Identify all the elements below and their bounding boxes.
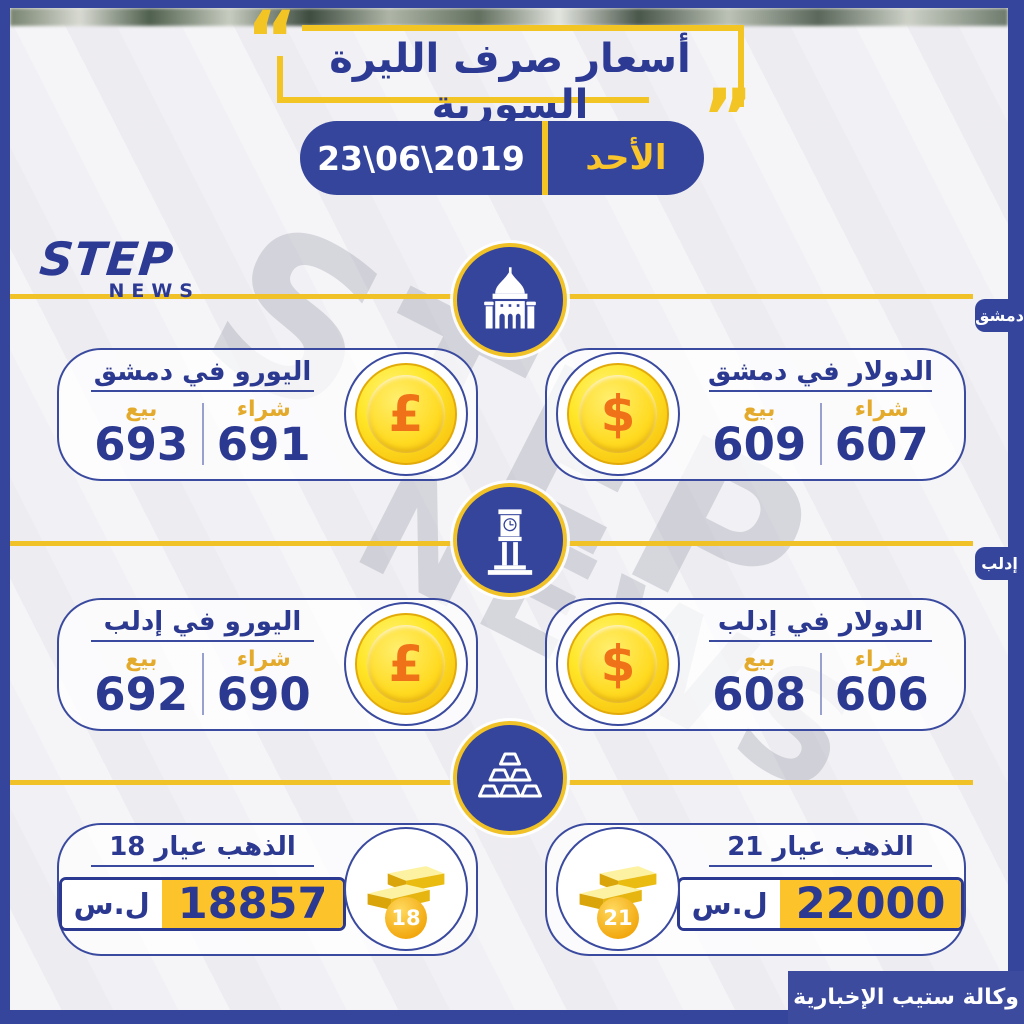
sell-label: بيع — [125, 397, 158, 423]
top-photo-strip — [10, 8, 1008, 26]
dollar-coin-icon: $ — [556, 352, 680, 476]
close-quote-icon: ” — [702, 74, 754, 164]
dollar-idlib-sell-value: 608 — [712, 668, 807, 722]
sell-column: بيع 693 — [81, 395, 202, 473]
currency-unit-label: ل.س — [61, 879, 162, 928]
page-title: أسعار صرف الليرة السورية — [329, 36, 691, 128]
gold-bars-18-icon: 18 — [344, 827, 468, 951]
card-divider — [90, 389, 315, 392]
open-quote-icon: “ — [246, 0, 298, 86]
gold-bars-icon — [453, 721, 567, 835]
column-separator — [819, 402, 822, 465]
buy-label: شراء — [236, 397, 291, 423]
euro-damascus-buy-value: 691 — [216, 418, 311, 472]
buy-label: شراء — [854, 397, 909, 423]
pound-symbol: £ — [388, 385, 424, 443]
dollar-damascus-title: الدولار في دمشق — [708, 357, 933, 387]
gold-21-value-box: ل.س 22000 — [676, 876, 965, 931]
dollar-coin-icon: $ — [556, 602, 680, 726]
column-separator — [819, 652, 822, 715]
clock-tower-icon — [453, 483, 567, 597]
sell-label: بيع — [743, 647, 776, 673]
buy-label: شراء — [854, 647, 909, 673]
euro-damascus-sell-value: 693 — [94, 418, 189, 472]
euro-idlib-title: اليورو في إدلب — [103, 607, 302, 637]
card-divider — [90, 864, 315, 867]
gold-21-title: الذهب عيار 21 — [727, 832, 914, 862]
sell-label: بيع — [743, 397, 776, 423]
buy-label: شراء — [236, 647, 291, 673]
dollar-symbol: $ — [600, 385, 636, 443]
column-separator — [201, 652, 204, 715]
damascus-section-tab: دمشق — [975, 299, 1024, 332]
buy-column: شراء 690 — [204, 645, 325, 723]
logo-step-text: STEP — [37, 232, 177, 286]
agency-name: وكالة ستيب الإخبارية — [793, 985, 1019, 1010]
gold-18-price: 18857 — [161, 879, 344, 928]
title-bracket-bottom — [277, 56, 649, 103]
euro-idlib-sell-value: 692 — [94, 668, 189, 722]
gold-bars-21-icon: 21 — [556, 827, 680, 951]
column-separator — [201, 402, 204, 465]
gold-21-price: 22000 — [779, 879, 962, 928]
card-divider — [708, 864, 933, 867]
sell-column: بيع 608 — [699, 645, 820, 723]
card-divider — [90, 639, 315, 642]
card-divider — [708, 389, 933, 392]
sell-column: بيع 692 — [81, 645, 202, 723]
gold-18-title: الذهب عيار 18 — [109, 832, 296, 862]
day-name: الأحد — [585, 138, 667, 178]
sell-column: بيع 609 — [699, 395, 820, 473]
logo-news-text: NEWS — [108, 280, 200, 302]
agency-footer: وكالة ستيب الإخبارية — [788, 971, 1024, 1024]
karat-18-badge: 18 — [385, 897, 427, 939]
date-banner: 23\06\2019 الأحد — [300, 121, 704, 195]
mosque-icon — [453, 243, 567, 357]
pound-coin-icon: £ — [344, 352, 468, 476]
title-bracket-top — [302, 25, 744, 107]
idlib-section-tab: إدلب — [975, 547, 1024, 580]
card-divider — [708, 639, 933, 642]
dollar-damascus-buy-value: 607 — [834, 418, 929, 472]
buy-column: شراء 607 — [822, 395, 943, 473]
step-news-logo: STEP NEWS — [37, 232, 200, 302]
pound-coin-icon: £ — [344, 602, 468, 726]
euro-damascus-title: اليورو في دمشق — [93, 357, 312, 387]
date-day-separator — [541, 121, 548, 195]
dollar-symbol: $ — [600, 635, 636, 693]
dollar-idlib-buy-value: 606 — [834, 668, 929, 722]
gold-18-value-box: ل.س 18857 — [58, 876, 347, 931]
dollar-idlib-title: الدولار في إدلب — [717, 607, 924, 637]
dollar-damascus-sell-value: 609 — [712, 418, 807, 472]
buy-column: شراء 606 — [822, 645, 943, 723]
euro-idlib-buy-value: 690 — [216, 668, 311, 722]
buy-column: شراء 691 — [204, 395, 325, 473]
date-value: 23\06\2019 — [317, 138, 525, 178]
sell-label: بيع — [125, 647, 158, 673]
karat-21-badge: 21 — [597, 897, 639, 939]
pound-symbol: £ — [388, 635, 424, 693]
currency-unit-label: ل.س — [679, 879, 780, 928]
